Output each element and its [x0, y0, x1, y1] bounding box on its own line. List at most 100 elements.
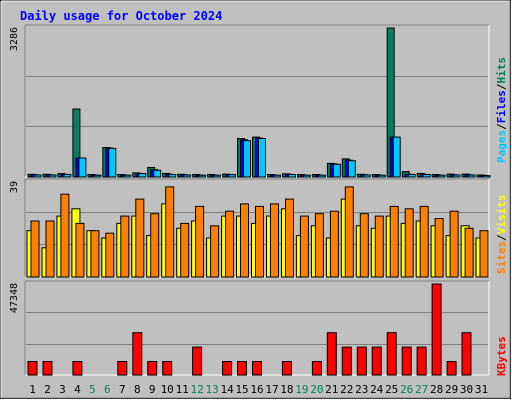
bar-pages-day-29 [452, 174, 461, 178]
legend-text: Pages/Files/Hits [495, 57, 508, 163]
bar-pages-day-21 [332, 163, 341, 178]
bar-pages-day-16 [258, 138, 266, 178]
x-tick-label: 10 [161, 383, 174, 396]
legend-kbytes: KBytes [495, 336, 508, 376]
legend-sites: Sites [495, 241, 508, 274]
x-tick-label: 31 [475, 383, 488, 396]
bar-sites-day-25 [389, 205, 399, 278]
bar-sites-day-22 [344, 186, 354, 278]
bar-sites-day-11 [180, 222, 190, 278]
x-tick-label: 26 [400, 383, 413, 396]
bar-pages-day-30 [467, 174, 476, 178]
bar-pages-day-15 [243, 140, 251, 178]
bar-sites-day-28 [434, 218, 444, 278]
x-tick-label: 20 [310, 383, 323, 396]
x-axis-day-labels: 1 2 3 4 5 6 7 8 9 10 11 12 13 14 15 16 17 18 19 20 21 22 23 24 2… [29, 383, 488, 396]
x-tick-label: 1 [29, 383, 36, 396]
x-tick-label: 13 [205, 383, 218, 396]
bar-sites-day-7 [120, 215, 130, 278]
x-tick-label: 14 [220, 383, 234, 396]
bar-sites-day-1 [30, 220, 40, 278]
chart-title: Daily usage for October 2024 [20, 9, 222, 23]
bar-kbytes-day-24 [371, 346, 382, 376]
bar-sites-day-8 [135, 198, 145, 278]
visits-sites-panel: 39 [9, 178, 490, 278]
x-tick-label: 27 [415, 383, 428, 396]
x-tick-label: 30 [460, 383, 473, 396]
bar-sites-day-12 [195, 205, 205, 278]
bar-pages-day-28 [437, 174, 446, 178]
x-tick-label: 6 [104, 383, 111, 396]
y-max-label: 39 [9, 181, 20, 193]
bar-kbytes-day-10 [162, 361, 173, 376]
bar-pages-day-13 [213, 174, 222, 178]
x-tick-label: 21 [325, 383, 338, 396]
bar-sites-day-20 [314, 213, 324, 278]
legend-text: KBytes [495, 336, 508, 376]
bar-sites-day-23 [359, 213, 369, 278]
hits-files-pages-panel: 3286 [9, 24, 491, 178]
bar-sites-day-2 [45, 220, 55, 278]
bar-kbytes-day-12 [192, 346, 203, 376]
bar-kbytes-day-27 [416, 346, 427, 376]
bar-pages-day-11 [183, 174, 192, 178]
y-max-label: 47348 [9, 283, 20, 313]
bar-sites-day-5 [90, 230, 100, 278]
bar-kbytes-day-15 [237, 361, 247, 376]
bar-kbytes-day-20 [311, 361, 322, 376]
bar-kbytes-day-28 [431, 283, 442, 376]
bar-pages-day-9 [153, 169, 162, 178]
bar-pages-day-19 [302, 174, 311, 178]
x-tick-label: 23 [355, 383, 368, 396]
x-tick-label: 17 [265, 383, 278, 396]
bar-sites-day-10 [165, 186, 175, 278]
bar-pages-day-31 [482, 175, 491, 178]
x-tick-label: 19 [295, 383, 308, 396]
bar-kbytes-day-29 [446, 361, 457, 376]
bar-pages-day-20 [317, 174, 326, 178]
legend-pages: Pages [495, 130, 508, 163]
x-tick-label: 22 [340, 383, 353, 396]
bar-sites-day-16 [255, 205, 264, 278]
bar-pages-day-24 [377, 174, 386, 178]
bar-sites-day-9 [150, 213, 160, 278]
x-tick-label: 24 [370, 383, 384, 396]
x-tick-label: 7 [119, 383, 126, 396]
x-tick-label: 4 [74, 383, 81, 396]
x-tick-label: 12 [190, 383, 203, 396]
x-tick-label: 15 [235, 383, 248, 396]
bar-pages-day-4 [78, 157, 87, 178]
bar-pages-day-5 [93, 174, 102, 178]
bar-sites-day-31 [479, 230, 489, 278]
x-tick-label: 29 [445, 383, 458, 396]
bar-kbytes-day-16 [252, 361, 262, 376]
x-tick-label: 9 [149, 383, 156, 396]
bar-kbytes-day-18 [281, 361, 292, 376]
bar-kbytes-day-22 [341, 346, 352, 376]
bar-pages-day-14 [228, 174, 237, 178]
x-tick-label: 3 [59, 383, 66, 396]
bar-sites-day-26 [404, 208, 414, 278]
bar-sites-day-30 [464, 227, 474, 278]
x-tick-label: 8 [134, 383, 141, 396]
bar-kbytes-day-25 [386, 332, 397, 376]
x-tick-label: 5 [89, 383, 96, 396]
bar-sites-day-24 [374, 215, 384, 278]
bar-sites-day-29 [449, 210, 459, 278]
x-tick-label: 16 [250, 383, 263, 396]
bar-kbytes-day-26 [401, 346, 412, 376]
bar-pages-day-22 [347, 160, 356, 178]
bar-pages-day-17 [273, 174, 281, 178]
bar-pages-day-18 [288, 174, 296, 178]
legends: Pages/Files/Hits Sites/Visits KBytes [495, 57, 508, 376]
bar-pages-day-8 [138, 173, 147, 178]
bar-sites-day-3 [60, 193, 70, 278]
bar-kbytes-day-1 [27, 361, 38, 376]
bar-pages-day-1 [33, 174, 42, 178]
bar-pages-day-26 [407, 174, 416, 178]
bar-kbytes-day-9 [147, 361, 158, 376]
kbytes-panel: 47348 [9, 280, 490, 376]
bar-kbytes-day-7 [117, 361, 128, 376]
